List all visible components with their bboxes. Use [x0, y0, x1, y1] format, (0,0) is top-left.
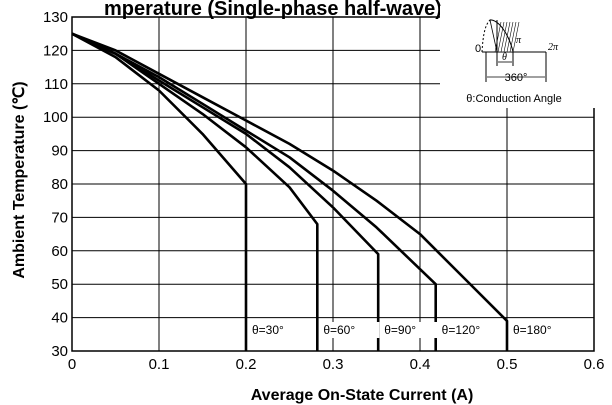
series-line — [71, 32, 319, 351]
series-label: θ=180° — [513, 323, 552, 337]
x-tick-label: 0 — [68, 356, 76, 373]
y-axis-title: Ambient Temperature (℃) — [11, 81, 28, 278]
inset-dashed-arc — [481, 19, 491, 53]
series-line — [71, 32, 380, 351]
x-tick-label: 0.2 — [236, 356, 257, 373]
y-tick-label: 70 — [51, 209, 68, 226]
series-label: θ=60° — [323, 323, 355, 337]
series-label-bg — [511, 322, 569, 338]
y-tick-label: 100 — [43, 109, 68, 126]
y-tick-label: 130 — [43, 9, 68, 26]
chart-ticks: 0 0.1 0.2 0.3 0.4 0.5 0.6 30 40 50 60 70 80 90 100 110 1… — [43, 9, 604, 373]
series-label: θ=30° — [252, 323, 284, 337]
inset-hatch-line — [494, 21, 502, 53]
series-label-bg — [382, 322, 441, 338]
series-label-bg — [321, 322, 380, 338]
y-tick-label: 80 — [51, 176, 68, 193]
inset-two-pi-label: 2π — [548, 42, 559, 53]
inset-caption: θ:Conduction Angle — [466, 93, 561, 105]
x-tick-label: 0.1 — [149, 356, 170, 373]
series-line — [71, 32, 509, 351]
x-axis-title: Average On-State Current (A) — [251, 387, 474, 404]
plot-frame — [71, 16, 595, 352]
inset-hatch-line — [512, 21, 520, 53]
inset-hatch-line — [497, 21, 505, 53]
x-tick-label: 0.6 — [584, 356, 605, 373]
inset-zero-label: 0 — [475, 43, 481, 55]
x-tick-label: 0.3 — [323, 356, 344, 373]
series-line — [71, 32, 248, 351]
inset-hatch-line — [506, 21, 514, 53]
conduction-angle-inset: 0 π 2π θ 360° θ:Conduction Angle — [440, 6, 596, 108]
series-label: θ=120° — [442, 323, 481, 337]
series-label-bg — [439, 322, 498, 338]
y-tick-label: 60 — [51, 243, 68, 260]
y-tick-label: 40 — [51, 310, 68, 327]
curve-labels: θ=30° θ=60° θ=90° θ=120° θ=180° — [250, 322, 569, 338]
y-tick-label: 50 — [51, 276, 68, 293]
inset-hatch-line — [500, 21, 508, 53]
inset-hatch-line — [503, 21, 511, 53]
series-line — [71, 32, 437, 351]
chart-title: mperature (Single-phase half-wave) — [104, 0, 442, 20]
y-tick-label: 120 — [43, 42, 68, 59]
series-label-bg — [250, 322, 308, 338]
inset-360-label: 360° — [505, 72, 528, 84]
inset-theta-label: θ — [502, 52, 507, 63]
x-tick-label: 0.4 — [410, 356, 431, 373]
x-tick-label: 0.5 — [497, 356, 518, 373]
inset-pi-label: π — [516, 35, 522, 46]
y-tick-label: 110 — [44, 76, 68, 93]
inset-background — [440, 6, 596, 108]
series-label: θ=90° — [384, 323, 416, 337]
inset-hatch-line — [509, 21, 517, 53]
y-tick-label: 90 — [51, 143, 68, 160]
chart-curves — [71, 32, 509, 351]
y-tick-label: 30 — [51, 343, 68, 360]
